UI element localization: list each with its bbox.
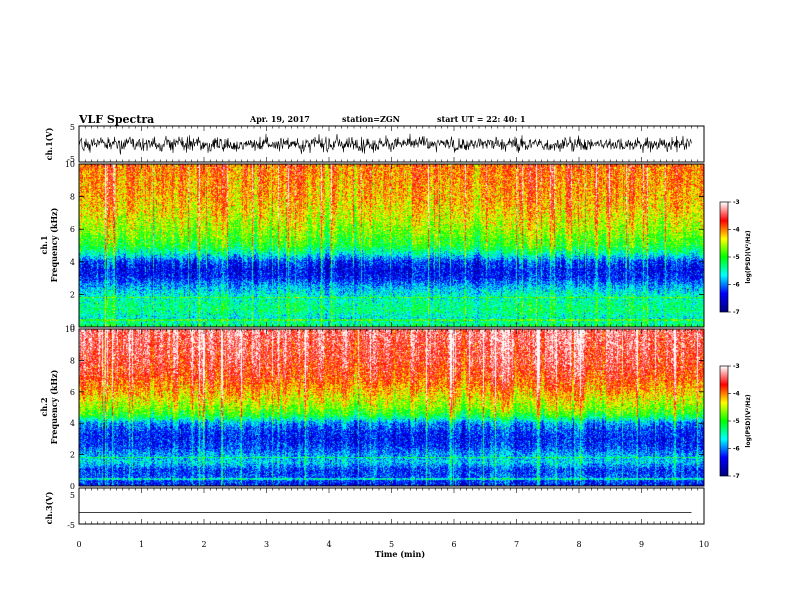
ch3-waveform-ylabel: ch.3(V) [44,491,54,524]
ch1-colorbar-label: log(PSD)(V²/Hz) [745,230,752,283]
header-start-time: start UT = 22: 40: 1 [437,114,526,124]
time-tick-label: 2 [201,540,206,549]
ch3-waveform-panel: 5 -5 ch.3(V) [44,487,705,530]
time-tick-label: 9 [639,540,644,549]
ch1-cbtick-label: -6 [733,282,740,289]
ch1-frequency-ticks: 0 2 4 6 8 10 [65,160,704,332]
time-tick-label: 6 [451,540,456,549]
ch2-spectrogram-panel: 0 2 4 6 8 10 ch.2Frequency (kHz) [39,325,705,491]
ch2-colorbar-label: log(PSD)(V²/Hz) [745,394,752,447]
time-tick-label: 8 [576,540,581,549]
ch1-cbtick-label: -3 [733,199,740,206]
ch2-freq-ytick-label: 10 [65,325,75,334]
time-tick-label: 10 [699,540,709,549]
ch1-freq-ytick-label: 2 [70,290,75,299]
ch2-spectrogram-heatmap [79,329,704,486]
ch1-cbtick-label: -7 [733,309,740,316]
time-tick-label: 5 [389,540,394,549]
ch1-spectrogram-panel: 0 2 4 6 8 10 ch.1Frequency (kHz) [39,160,705,332]
ch2-cbtick-label: -5 [733,418,740,425]
ch1-freq-ytick-label: 4 [70,258,75,267]
ch2-cbtick-label: -3 [733,363,740,370]
ch1-ytick-top: 5 [70,123,75,132]
ch1-freq-ytick-label: 6 [70,225,75,234]
time-tick-label: 0 [76,540,81,549]
time-tick-label: 4 [326,540,331,549]
ch1-waveform-panel: 5 -5 ch.1(V) [44,123,705,164]
ch2-freq-ytick-label: 2 [70,451,75,460]
ch1-freq-ytick-label: 8 [70,193,75,202]
ch2-colorbar: -3 -4 -5 -6 -7 log(PSD)(V²/Hz) [719,363,752,480]
header-station: station=ZGN [342,114,400,124]
ch1-colorbar-ticks: -3 -4 -5 -6 -7 [728,199,740,316]
ch2-freq-ytick-label: 0 [70,482,75,491]
ch2-freq-ytick-label: 6 [70,388,75,397]
ch2-channel-label: ch.2Frequency (kHz) [39,369,59,444]
ch2-frequency-ticks: 0 2 4 6 8 10 [65,325,704,491]
time-axis-label: Time (min) [375,549,425,559]
ch1-ytick-bottom: -5 [67,155,75,164]
time-tick-label: 7 [514,540,519,549]
ch2-cbtick-label: -7 [733,473,740,480]
ch1-colorbar-gradient [720,202,728,312]
time-axis-ticks: 0 1 2 3 4 5 6 7 8 9 10 [76,126,709,549]
ch2-freq-ytick-label: 8 [70,356,75,365]
ch1-spectrogram-canvas-wrap [79,164,704,327]
ch3-ytick-top: 5 [70,491,75,500]
ch1-freq-ytick-label: 0 [70,323,75,332]
ch1-spectrogram-heatmap [79,164,704,327]
ch3-waveform-frame [78,487,705,525]
ch3-ytick-bottom: -5 [67,521,75,530]
ch2-cbtick-label: -6 [733,446,740,453]
time-tick-label: 3 [264,540,269,549]
ch2-spectrogram-canvas-wrap [79,329,704,486]
ch2-cbtick-label: -4 [733,391,740,398]
ch1-cbtick-label: -4 [733,227,740,234]
figure-title: VLF Spectra [78,113,154,126]
ch1-channel-label: ch.1Frequency (kHz) [39,207,59,282]
ch1-waveform-ylabel: ch.1(V) [44,127,54,160]
ch2-colorbar-ticks: -3 -4 -5 -6 -7 [728,363,740,480]
time-tick-label: 1 [139,540,144,549]
ch1-freq-ytick-label: 10 [65,160,75,169]
ch1-cbtick-label: -5 [733,254,740,261]
ch1-colorbar: -3 -4 -5 -6 -7 log(PSD)(V²/Hz) [719,199,752,316]
header-date: Apr. 19, 2017 [249,114,310,124]
ch2-colorbar-wrap [720,366,728,476]
ch1-waveform-trace [78,133,692,155]
ch2-freq-ytick-label: 4 [70,419,75,428]
ch1-colorbar-wrap [720,202,728,312]
ch2-colorbar-gradient [720,366,728,476]
